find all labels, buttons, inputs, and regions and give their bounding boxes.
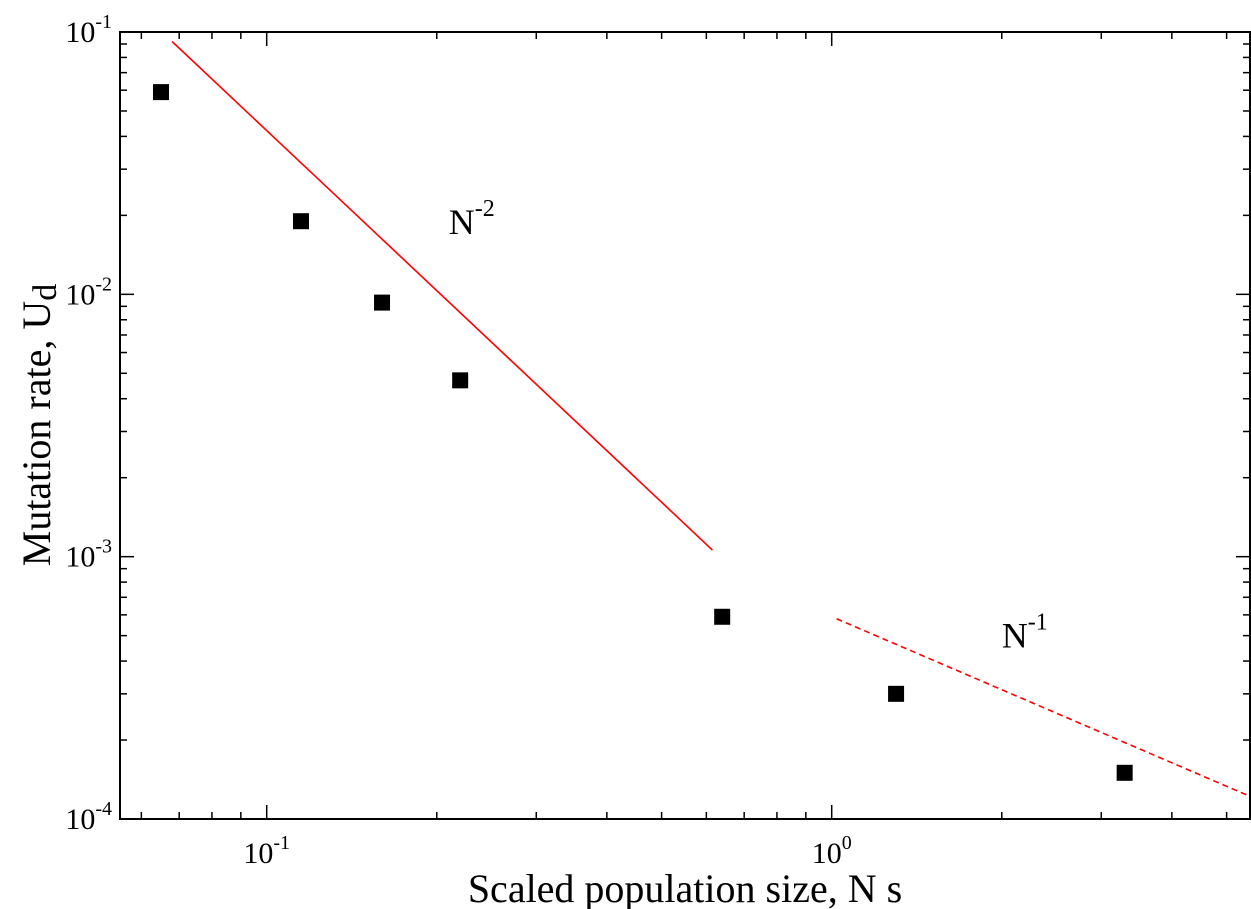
y-tick-label: 10-4: [65, 798, 112, 836]
data-point: [714, 608, 731, 625]
y-tick-label-exponent: -2: [95, 273, 112, 295]
y-tick-label-exponent: -4: [95, 798, 112, 820]
annotation-exponent: -2: [475, 196, 495, 222]
fit-line-solid: [171, 40, 713, 551]
x-tick-label: 100: [812, 832, 852, 870]
y-axis-title: Mutation rate, Ud: [14, 284, 64, 567]
y-tick-label: 10-1: [65, 11, 112, 49]
fit-lines: [171, 40, 1251, 798]
x-tick-label-base: 10: [812, 837, 842, 870]
data-point: [374, 294, 391, 311]
annotation: N-1: [1002, 610, 1048, 656]
data-point: [452, 372, 469, 389]
y-tick-label: 10-3: [65, 536, 112, 574]
y-tick-label: 10-2: [65, 273, 112, 311]
data-point: [292, 213, 309, 230]
y-tick-labels: 10-410-310-210-1: [65, 11, 112, 836]
x-tick-label-base: 10: [243, 837, 273, 870]
x-tick-label-exponent: 0: [842, 832, 852, 854]
annotation-exponent: -1: [1028, 610, 1048, 636]
minor-ticks: [120, 32, 1250, 819]
y-tick-label-base: 10: [65, 541, 95, 574]
major-ticks: [120, 31, 1250, 820]
data-point: [1116, 764, 1133, 781]
data-point: [888, 685, 905, 702]
data-points: [152, 84, 1133, 781]
y-tick-label-base: 10: [65, 278, 95, 311]
x-tick-label: 10-1: [243, 832, 290, 870]
y-tick-label-exponent: -3: [95, 536, 112, 558]
y-axis-title-main: Mutation rate, U: [14, 301, 59, 567]
y-tick-label-exponent: -1: [95, 11, 112, 33]
annotations: N-2N-1: [449, 196, 1048, 656]
x-tick-labels: 10-1 100: [243, 832, 851, 870]
data-point: [152, 84, 169, 101]
y-tick-label-base: 10: [65, 16, 95, 49]
y-tick-label-base: 10: [65, 803, 95, 836]
plot-frame: [119, 31, 1251, 820]
x-tick-label-exponent: -1: [273, 832, 290, 854]
fit-line-dashed: [836, 617, 1251, 798]
annotation-base: N: [449, 202, 475, 242]
x-axis-title: Scaled population size, N s: [468, 866, 902, 909]
annotation: N-2: [449, 196, 495, 242]
y-axis-title-subscript: d: [27, 284, 64, 301]
annotation-base: N: [1002, 616, 1028, 656]
